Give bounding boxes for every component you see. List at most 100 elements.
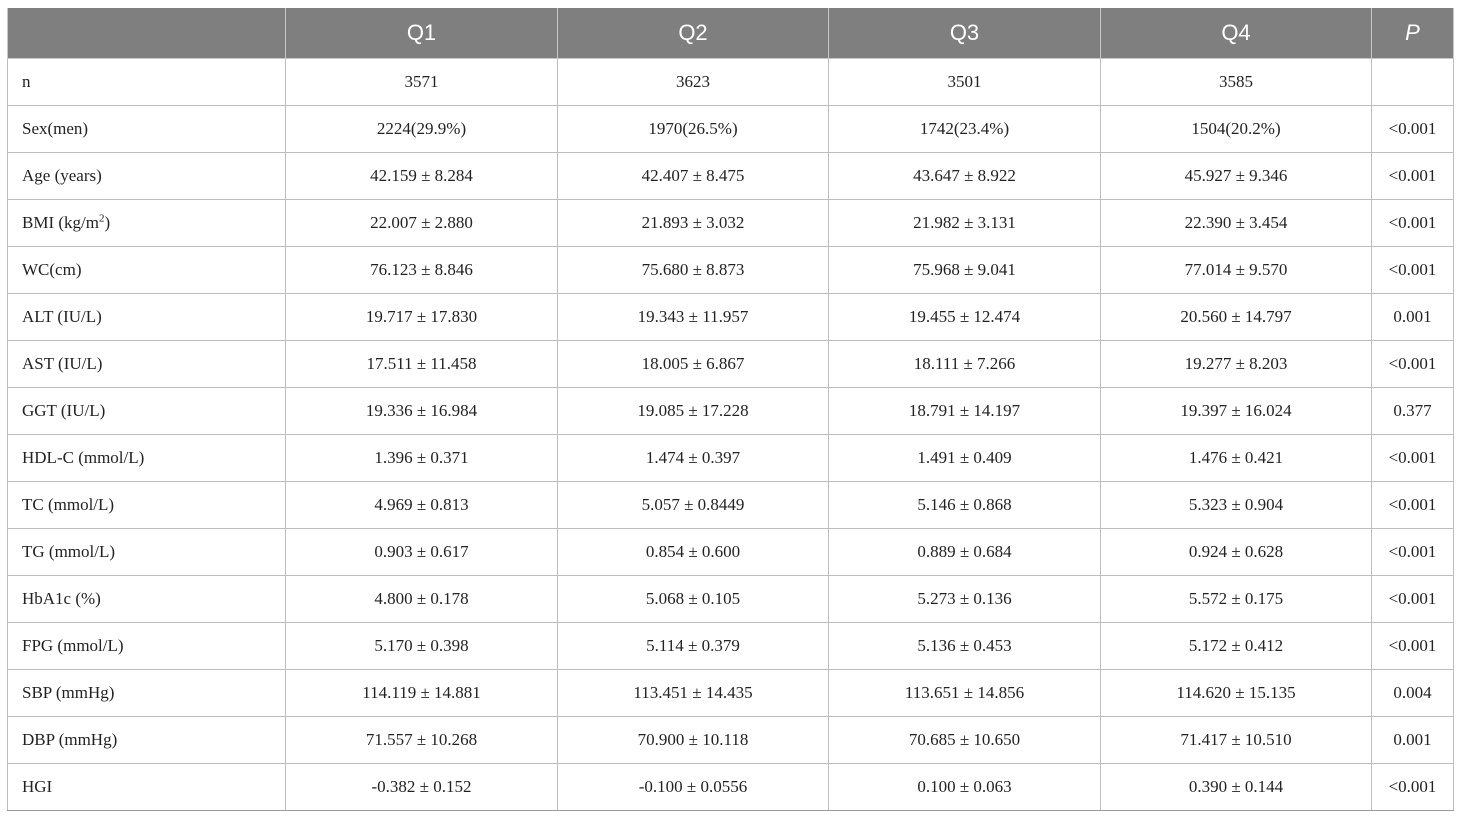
- quartile-q1-cell: 22.007 ± 2.880: [285, 198, 558, 247]
- row-label-text: BMI (kg/m: [22, 212, 99, 232]
- quartile-q1-cell: 2224(29.9%): [285, 104, 558, 153]
- row-label-text: HGI: [22, 776, 53, 796]
- quartile-q3-cell: 3501: [828, 57, 1101, 106]
- row-label-text: WC(cm): [22, 259, 82, 279]
- row-label: BMI (kg/m2): [7, 198, 286, 247]
- row-label-text: SBP (mmHg): [22, 682, 115, 702]
- quartile-q1-cell: 76.123 ± 8.846: [285, 245, 558, 294]
- table-row: HbA1c (%) 4.800 ± 0.178 5.068 ± 0.105 5.273…: [7, 574, 1454, 623]
- quartile-q1-cell: 17.511 ± 11.458: [285, 339, 558, 388]
- quartile-q3-cell: 0.100 ± 0.063: [828, 762, 1101, 811]
- row-label-superscript: 2: [98, 211, 105, 224]
- quartile-q2-cell: 5.057 ± 0.8449: [557, 480, 829, 529]
- quartile-q1-cell: 3571: [285, 57, 558, 106]
- row-label: Age (years): [7, 151, 286, 200]
- p-value-cell: 0.004: [1371, 668, 1454, 717]
- quartile-q3-cell: 70.685 ± 10.650: [828, 715, 1101, 764]
- table-row: TC (mmol/L) 4.969 ± 0.813 5.057 ± 0.8449 5.…: [7, 480, 1454, 529]
- quartile-q3-cell: 21.982 ± 3.131: [828, 198, 1101, 247]
- table-row: n 3571 3623 3501 3585: [7, 57, 1454, 106]
- quartile-q1-cell: 0.903 ± 0.617: [285, 527, 558, 576]
- quartile-q3-cell: 0.889 ± 0.684: [828, 527, 1101, 576]
- quartile-q2-cell: 19.085 ± 17.228: [557, 386, 829, 435]
- p-value-cell: <0.001: [1371, 104, 1454, 153]
- p-value-cell: <0.001: [1371, 433, 1454, 482]
- row-label-text: TG (mmol/L): [22, 541, 116, 561]
- p-value-cell: <0.001: [1371, 480, 1454, 529]
- row-label: AST (IU/L): [7, 339, 286, 388]
- header-q4: Q4: [1100, 8, 1372, 59]
- row-label-text: ALT (IU/L): [22, 306, 102, 326]
- table-row: TG (mmol/L) 0.903 ± 0.617 0.854 ± 0.600 0.8…: [7, 527, 1454, 576]
- row-label-text: Age (years): [22, 165, 102, 185]
- quartile-q2-cell: 3623: [557, 57, 829, 106]
- row-label-text: HDL-C (mmol/L): [22, 447, 145, 467]
- quartile-q3-cell: 5.146 ± 0.868: [828, 480, 1101, 529]
- quartile-q4-cell: 0.390 ± 0.144: [1100, 762, 1372, 811]
- row-label-text: AST (IU/L): [22, 353, 103, 373]
- row-label: TC (mmol/L): [7, 480, 286, 529]
- quartile-q4-cell: 5.323 ± 0.904: [1100, 480, 1372, 529]
- quartile-q2-cell: 70.900 ± 10.118: [557, 715, 829, 764]
- row-label-text: n: [22, 71, 31, 91]
- quartile-q3-cell: 75.968 ± 9.041: [828, 245, 1101, 294]
- quartile-q1-cell: -0.382 ± 0.152: [285, 762, 558, 811]
- row-label: DBP (mmHg): [7, 715, 286, 764]
- p-value-cell: <0.001: [1371, 527, 1454, 576]
- quartile-q3-cell: 1.491 ± 0.409: [828, 433, 1101, 482]
- row-label-text: FPG (mmol/L): [22, 635, 124, 655]
- row-label: SBP (mmHg): [7, 668, 286, 717]
- quartile-q4-cell: 114.620 ± 15.135: [1100, 668, 1372, 717]
- row-label-suffix: ): [104, 212, 111, 232]
- quartile-q2-cell: -0.100 ± 0.0556: [557, 762, 829, 811]
- quartile-q3-cell: 113.651 ± 14.856: [828, 668, 1101, 717]
- row-label: Sex(men): [7, 104, 286, 153]
- quartile-q1-cell: 19.717 ± 17.830: [285, 292, 558, 341]
- header-row: Q1 Q2 Q3 Q4 P: [7, 8, 1454, 59]
- quartile-q2-cell: 5.068 ± 0.105: [557, 574, 829, 623]
- quartile-q4-cell: 77.014 ± 9.570: [1100, 245, 1372, 294]
- quartile-q4-cell: 22.390 ± 3.454: [1100, 198, 1372, 247]
- quartile-q4-cell: 20.560 ± 14.797: [1100, 292, 1372, 341]
- quartile-q2-cell: 19.343 ± 11.957: [557, 292, 829, 341]
- quartile-q4-cell: 5.572 ± 0.175: [1100, 574, 1372, 623]
- p-value-cell: 0.377: [1371, 386, 1454, 435]
- table-row: HDL-C (mmol/L) 1.396 ± 0.371 1.474 ± 0.397…: [7, 433, 1454, 482]
- quartile-q2-cell: 5.114 ± 0.379: [557, 621, 829, 670]
- p-value-cell: 0.001: [1371, 715, 1454, 764]
- quartile-q4-cell: 19.277 ± 8.203: [1100, 339, 1372, 388]
- table-row: WC(cm) 76.123 ± 8.846 75.680 ± 8.873 75.968…: [7, 245, 1454, 294]
- p-value-cell: <0.001: [1371, 339, 1454, 388]
- p-value-cell: 0.001: [1371, 292, 1454, 341]
- quartile-q3-cell: 18.111 ± 7.266: [828, 339, 1101, 388]
- quartile-q4-cell: 19.397 ± 16.024: [1100, 386, 1372, 435]
- quartile-q1-cell: 4.800 ± 0.178: [285, 574, 558, 623]
- quartile-q2-cell: 42.407 ± 8.475: [557, 151, 829, 200]
- quartile-q2-cell: 1970(26.5%): [557, 104, 829, 153]
- table-body: n 3571 3623 3501 3585 Sex(men) 2224(29.9%) 1970…: [7, 57, 1454, 811]
- row-label: TG (mmol/L): [7, 527, 286, 576]
- quartile-q1-cell: 5.170 ± 0.398: [285, 621, 558, 670]
- quartile-q1-cell: 114.119 ± 14.881: [285, 668, 558, 717]
- quartile-q1-cell: 71.557 ± 10.268: [285, 715, 558, 764]
- table-row: DBP (mmHg) 71.557 ± 10.268 70.900 ± 10.118…: [7, 715, 1454, 764]
- table-row: Sex(men) 2224(29.9%) 1970(26.5%) 1742(23.4%…: [7, 104, 1454, 153]
- quartile-q2-cell: 0.854 ± 0.600: [557, 527, 829, 576]
- quartile-q1-cell: 4.969 ± 0.813: [285, 480, 558, 529]
- table-row: HGI -0.382 ± 0.152 -0.100 ± 0.0556 0.100 ± …: [7, 762, 1454, 811]
- p-value-cell: <0.001: [1371, 621, 1454, 670]
- quartile-q2-cell: 18.005 ± 6.867: [557, 339, 829, 388]
- row-label: GGT (IU/L): [7, 386, 286, 435]
- row-label: HGI: [7, 762, 286, 811]
- quartile-q4-cell: 0.924 ± 0.628: [1100, 527, 1372, 576]
- table-row: ALT (IU/L) 19.717 ± 17.830 19.343 ± 11.957…: [7, 292, 1454, 341]
- row-label-text: Sex(men): [22, 118, 89, 138]
- table-row: GGT (IU/L) 19.336 ± 16.984 19.085 ± 17.228…: [7, 386, 1454, 435]
- table-row: SBP (mmHg) 114.119 ± 14.881 113.451 ± 14.4…: [7, 668, 1454, 717]
- table-row: Age (years) 42.159 ± 8.284 42.407 ± 8.475 4…: [7, 151, 1454, 200]
- row-label: WC(cm): [7, 245, 286, 294]
- quartile-q4-cell: 1.476 ± 0.421: [1100, 433, 1372, 482]
- baseline-characteristics-table: Q1 Q2 Q3 Q4 P n 3571 3623 3501 3585 Sex(men) 2…: [7, 8, 1454, 811]
- quartile-q1-cell: 42.159 ± 8.284: [285, 151, 558, 200]
- quartile-q2-cell: 75.680 ± 8.873: [557, 245, 829, 294]
